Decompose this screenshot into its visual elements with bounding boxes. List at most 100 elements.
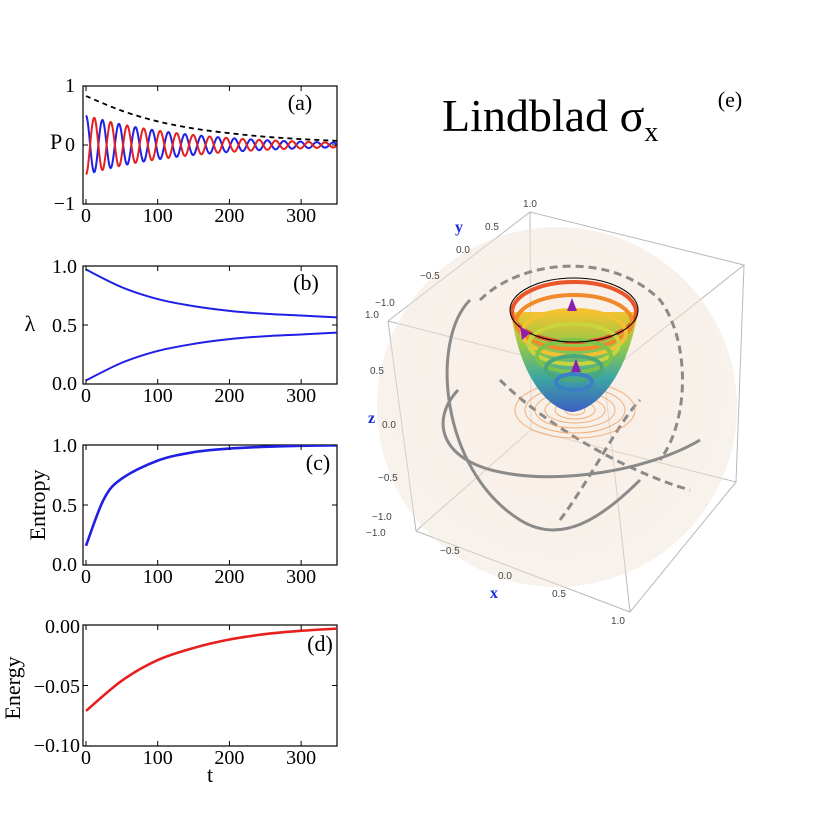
panel-b-plot-area [85, 268, 337, 382]
panel-d-series-group [85, 627, 337, 712]
panel-d: 0.00 −0.05 −0.10 Energy (d) t 0 100 200 300 [0, 616, 338, 787]
panel-c-ytick-bottom: 0.0 [52, 554, 77, 576]
x-axis-tick: −0.5 [440, 546, 460, 557]
z-axis-tick: −0.5 [378, 473, 398, 484]
panel-a-xtick-label: 100 [143, 205, 173, 227]
panel-d-plot-area [85, 627, 337, 712]
y-axis-tick: 1.0 [523, 199, 537, 210]
panel-b-series-group [85, 268, 337, 382]
panel-a-ytick-bottom: −1 [54, 193, 75, 215]
x-axis-tick: 1.0 [611, 616, 625, 627]
panel-a-xticks: 0 100 200 300 [81, 85, 337, 227]
panel-c-ylabel: Entropy [25, 470, 50, 541]
x-axis-label: x [490, 585, 498, 602]
cone-ring [514, 293, 634, 351]
panel-e-title-sub: x [644, 117, 658, 148]
great-circle-back [498, 378, 691, 492]
panel-b-xtick-label: 200 [214, 385, 244, 407]
panel-b-xtick-label: 0 [81, 385, 91, 407]
panel-d-ylabel: Energy [0, 656, 25, 719]
panel-c-xtick-label: 0 [81, 566, 91, 588]
panel-a-xtick-label: 0 [81, 205, 91, 227]
panel-b-label: (b) [293, 270, 319, 295]
x-axis-tick: 0.0 [498, 571, 512, 582]
panel-d-xtick-label: 100 [143, 747, 173, 769]
panel-d-xtick-label: 0 [81, 747, 91, 769]
panel-b-ylabel: λ [25, 311, 36, 336]
cone-ring [554, 372, 594, 392]
panel-b-xticks: 0 100 200 300 [81, 265, 337, 407]
panel-a-label: (a) [288, 90, 312, 115]
panel-e-title: Lindblad σx [442, 90, 658, 148]
panel-e: Lindblad σx (e) [365, 87, 746, 627]
x-axis-tick: 0.5 [552, 589, 566, 600]
panel-a-ylabel: P [50, 129, 62, 154]
panel-a-xtick-label: 200 [214, 205, 244, 227]
z-axis-tick: 0.0 [382, 420, 396, 431]
arrow-marker [520, 326, 530, 340]
panel-b-ytick-mid: 0.5 [52, 315, 77, 337]
panel-a-ytick-top: 1 [65, 75, 75, 97]
panel-d-xticks: 0 100 200 300 [81, 624, 337, 769]
panel-d-label: (d) [307, 631, 333, 656]
y-axis-tick: 0.5 [485, 222, 499, 233]
panel-c: 1.0 0.5 0.0 Entropy (c) 0 100 200 300 [25, 435, 338, 588]
y-axis-tick: 0.0 [456, 245, 470, 256]
panel-d-xtick-label: 300 [286, 747, 316, 769]
panel-b-xtick-label: 100 [143, 385, 173, 407]
panel-a-series-red [85, 116, 337, 176]
panel-b-series-lower [85, 331, 337, 382]
panel-c-series-group [84, 445, 337, 547]
panel-d-ytick-bottom: −0.10 [34, 735, 80, 757]
panel-c-ytick-mid: 0.5 [52, 495, 77, 517]
panel-a-plot-area [85, 95, 337, 176]
cone-ring [544, 354, 604, 382]
panel-d-ytick-top: 0.00 [45, 616, 80, 638]
panel-c-series-entropy [84, 445, 337, 547]
panel-c-frame [82, 444, 338, 566]
arrow-marker [567, 298, 577, 311]
panel-c-label: (c) [306, 450, 330, 475]
arrow-marker [571, 359, 581, 372]
panel-c-xtick-label: 100 [143, 566, 173, 588]
panel-b-ytick-top: 1.0 [52, 256, 77, 278]
z-axis-label: z [368, 410, 375, 427]
panel-e-label: (e) [718, 87, 742, 112]
panel-c-ytick-top: 1.0 [52, 435, 77, 457]
y-axis-tick: −1.0 [375, 298, 395, 309]
panel-a-ytick-mid: 0 [65, 134, 75, 156]
box-edge [735, 264, 745, 483]
great-circle-front [445, 298, 642, 532]
z-axis-tick: −1.0 [372, 512, 392, 523]
panel-d-xlabel: t [207, 762, 213, 787]
panel-a-xtick-label: 300 [286, 205, 316, 227]
z-axis-tick: 0.5 [370, 366, 384, 377]
panel-a-series-envelope [85, 95, 337, 142]
panel-c-xtick-label: 200 [214, 566, 244, 588]
y-axis-tick: −0.5 [420, 271, 440, 282]
great-circle-back [478, 264, 684, 461]
z-axis-tick: 1.0 [365, 310, 379, 321]
panel-d-ytick-mid: −0.05 [34, 676, 80, 698]
panel-b: 1.0 0.5 0.0 λ (b) 0 100 200 300 [25, 256, 338, 407]
panel-d-series-energy [85, 627, 337, 712]
great-circles [441, 264, 701, 532]
panel-b-ytick-bottom: 0.0 [52, 373, 77, 395]
panel-e-title-main: Lindblad σ [442, 90, 645, 141]
panel-b-series-upper [85, 268, 337, 319]
x-axis-tick: −1.0 [366, 528, 386, 539]
cone-ring [527, 322, 621, 366]
panel-c-xticks: 0 100 200 300 [81, 444, 337, 588]
cone-rim [509, 277, 639, 343]
panel-c-plot-area [84, 445, 337, 547]
panel-c-xtick-label: 300 [286, 566, 316, 588]
trajectory-arrows [520, 298, 581, 372]
y-axis-label: y [455, 219, 463, 236]
bloch-sphere [377, 227, 737, 587]
great-circle-front [441, 388, 701, 479]
panel-d-xtick-label: 200 [214, 747, 244, 769]
panel-a-series-group [85, 95, 337, 176]
panel-b-xtick-label: 300 [286, 385, 316, 407]
great-circle-back [558, 398, 642, 521]
